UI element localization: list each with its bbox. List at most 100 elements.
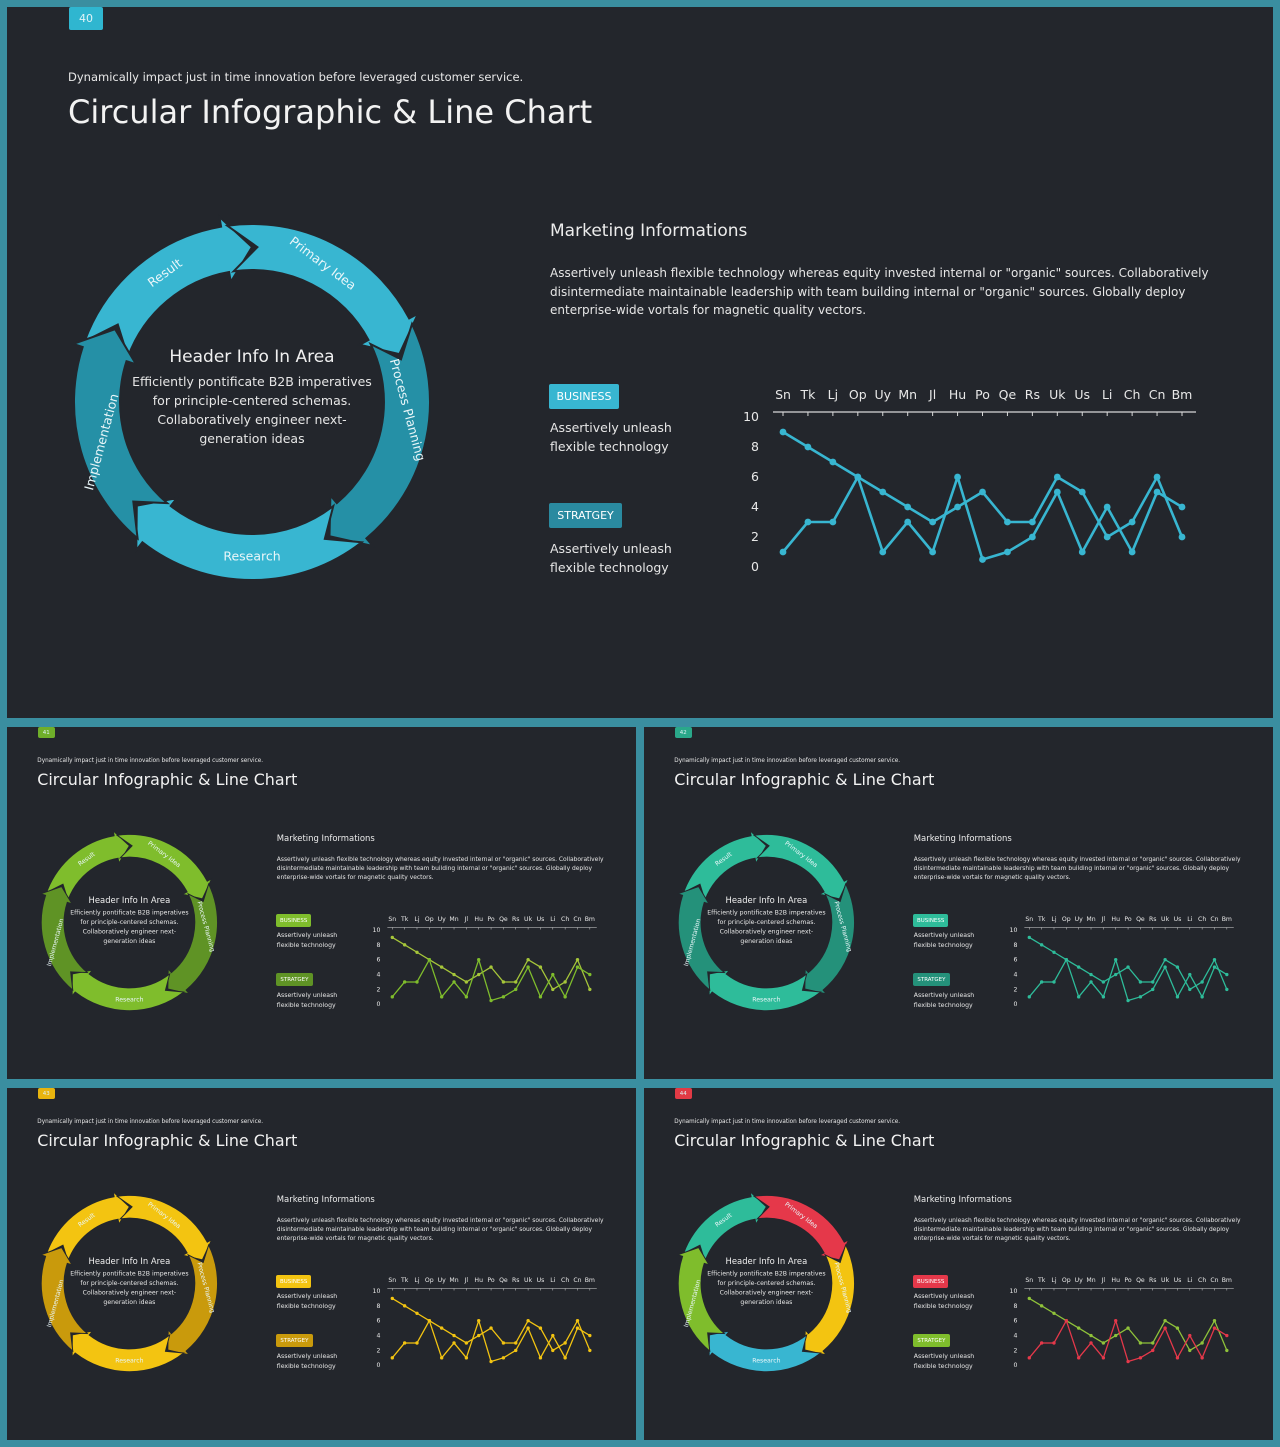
circle-center-text: Efficiently pontificate B2B imperatives bbox=[70, 910, 188, 917]
series-point bbox=[1126, 965, 1130, 969]
line-chart: Sn Tk Lj Op Uy Mn Jl Hu Po Qe Rs Uk Us Li Ch Cn Bm024681… bbox=[1010, 1277, 1234, 1369]
x-tick-label: Uk bbox=[1161, 1277, 1170, 1284]
circle-segment-arrow bbox=[167, 882, 219, 995]
series-point bbox=[402, 1304, 407, 1308]
x-tick-label: Cn bbox=[1149, 387, 1166, 402]
series-point bbox=[452, 972, 456, 977]
line-chart: Sn Tk Lj Op Uy Mn Jl Hu Po Qe Rs Uk Us Li Ch Cn Bm024681… bbox=[373, 916, 597, 1008]
x-tick-label: Us bbox=[537, 1277, 545, 1284]
series-point bbox=[514, 1348, 518, 1353]
y-tick-label: 2 bbox=[1013, 986, 1017, 993]
slide-3: 42 Dynamically impact just in time innova… bbox=[644, 727, 1273, 1079]
x-tick-label: Op bbox=[849, 387, 867, 402]
series-point bbox=[1212, 965, 1217, 969]
y-tick-label: 0 bbox=[751, 559, 759, 574]
x-tick-label: Uy bbox=[1075, 1277, 1084, 1284]
y-tick-label: 0 bbox=[1013, 1362, 1017, 1369]
business-tag: BUSINESS bbox=[913, 914, 949, 927]
info-title: Marketing Informations bbox=[913, 1194, 1012, 1205]
series-point bbox=[501, 1341, 506, 1345]
series-point bbox=[1200, 980, 1204, 984]
strategy-tag: STRATGEY bbox=[276, 1334, 313, 1347]
x-tick-label: Lj bbox=[414, 1277, 419, 1284]
x-tick-label: Li bbox=[1102, 387, 1112, 402]
info-body: Assertively unleash flexible technology … bbox=[276, 855, 604, 882]
y-tick-label: 8 bbox=[376, 942, 380, 949]
x-tick-label: Uy bbox=[438, 916, 447, 923]
series-point bbox=[538, 965, 543, 969]
series-line bbox=[782, 430, 1184, 539]
series-point bbox=[526, 1319, 530, 1323]
x-tick-label: Rs bbox=[1025, 387, 1040, 402]
x-tick-label: Lj bbox=[1051, 916, 1056, 923]
circle-segment-arrow bbox=[676, 1246, 726, 1353]
series-point bbox=[879, 548, 887, 556]
y-tick-label: 0 bbox=[376, 1362, 380, 1369]
series-line bbox=[1028, 1297, 1228, 1352]
slide-5: 44 Dynamically impact just in time innova… bbox=[644, 1088, 1273, 1440]
series-point bbox=[1052, 980, 1056, 984]
x-tick-label: Li bbox=[550, 916, 555, 923]
series-point bbox=[1089, 1341, 1093, 1345]
series-point bbox=[1212, 958, 1217, 962]
x-tick-label: Mn bbox=[1086, 1277, 1095, 1284]
series-point bbox=[501, 980, 506, 984]
info-title: Marketing Informations bbox=[276, 833, 375, 844]
series-point bbox=[1188, 987, 1192, 992]
series-point bbox=[829, 518, 837, 526]
series-point bbox=[1225, 972, 1229, 977]
slide-4: 43 Dynamically impact just in time innova… bbox=[7, 1088, 636, 1440]
circle-center-text: generation ideas bbox=[740, 1299, 792, 1306]
y-tick-label: 4 bbox=[376, 1333, 380, 1340]
series-point bbox=[1175, 965, 1180, 969]
circle-center-title: Header Info In Area bbox=[169, 347, 334, 367]
series-point bbox=[452, 1341, 456, 1345]
y-tick-label: 2 bbox=[751, 529, 759, 544]
y-tick-label: 4 bbox=[376, 972, 380, 979]
series-point bbox=[390, 995, 394, 999]
slide-title: Circular Infographic & Line Chart bbox=[68, 93, 593, 131]
info-title: Marketing Informations bbox=[276, 1194, 375, 1205]
x-tick-label: Sn bbox=[775, 387, 791, 402]
circle-center-text: Efficiently pontificate B2B imperatives bbox=[707, 1271, 825, 1278]
series-point bbox=[563, 1356, 567, 1360]
series-point bbox=[1128, 548, 1136, 556]
y-tick-label: 8 bbox=[751, 439, 759, 454]
series-point bbox=[439, 1356, 444, 1360]
x-tick-label: Us bbox=[1074, 387, 1090, 402]
series-point bbox=[1188, 1333, 1192, 1338]
x-tick-label: Bm bbox=[585, 1277, 595, 1284]
series-point bbox=[551, 987, 555, 992]
series-point bbox=[1126, 1359, 1130, 1364]
series-point bbox=[1101, 1356, 1106, 1360]
series-point bbox=[854, 473, 862, 481]
y-tick-label: 6 bbox=[1013, 957, 1017, 964]
page-number-badge: 42 bbox=[674, 727, 692, 739]
series-point bbox=[1163, 965, 1167, 969]
series-point bbox=[526, 965, 530, 969]
info-body: Assertively unleash flexible technology … bbox=[913, 1216, 1241, 1243]
business-tag: BUSINESS bbox=[276, 1275, 312, 1288]
circle-segment-label: Research bbox=[223, 549, 280, 564]
circle-center-text: for principle-centered schemas. bbox=[717, 919, 815, 926]
series-point bbox=[1027, 935, 1031, 940]
x-tick-label: Rs bbox=[1149, 1277, 1157, 1284]
series-point bbox=[1076, 995, 1081, 999]
x-tick-label: Li bbox=[1187, 916, 1192, 923]
circle-segment-arrow bbox=[115, 833, 213, 900]
series-point bbox=[390, 1296, 394, 1301]
series-point bbox=[1004, 518, 1011, 526]
series-point bbox=[588, 1348, 592, 1353]
series-point bbox=[1064, 1319, 1069, 1323]
x-tick-label: Hu bbox=[1111, 1277, 1120, 1284]
tag-description: Assertively unleash flexible technology bbox=[913, 1293, 975, 1310]
circle-center-title: Header Info In Area bbox=[89, 1256, 171, 1266]
line-chart: Sn Tk Lj Op Uy Mn Jl Hu Po Qe Rs Uk Us Li Ch Cn Bm024681… bbox=[743, 387, 1196, 574]
y-tick-label: 6 bbox=[1013, 1318, 1017, 1325]
series-point bbox=[439, 1326, 444, 1330]
tag-description: Assertively unleash flexible technology bbox=[276, 1293, 338, 1310]
series-point bbox=[514, 1341, 518, 1345]
circle-segment-arrow bbox=[224, 222, 421, 356]
series-point bbox=[1200, 995, 1204, 999]
